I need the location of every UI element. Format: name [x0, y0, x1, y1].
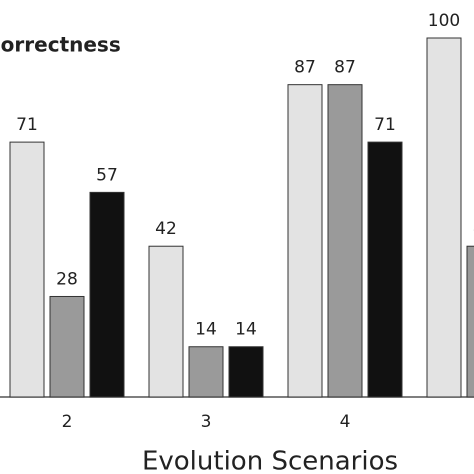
bar: [327, 84, 363, 398]
x-axis-label: Evolution Scenarios: [142, 447, 398, 474]
bar: [367, 141, 403, 398]
data-label: 14: [195, 320, 217, 340]
data-label: 14: [235, 320, 257, 340]
data-label: 71: [374, 115, 396, 135]
data-label: 42: [155, 219, 177, 239]
bar: [49, 295, 85, 398]
data-label: 71: [16, 115, 38, 135]
x-tick-label: 3: [201, 412, 212, 432]
bar: [228, 346, 264, 398]
bar: [9, 141, 45, 398]
bar: [287, 84, 323, 398]
data-label: 87: [334, 58, 356, 78]
data-label: 100: [428, 11, 460, 31]
bar: [466, 245, 474, 398]
data-label: 57: [96, 165, 118, 185]
bar: [89, 191, 125, 398]
bar: [426, 37, 462, 398]
data-label: 87: [294, 58, 316, 78]
chart-title: Correctness: [0, 33, 121, 57]
x-tick-label: 4: [340, 412, 351, 432]
bar: [188, 346, 224, 398]
bar: [148, 245, 184, 398]
x-tick-label: 2: [62, 412, 73, 432]
data-label: 28: [56, 269, 78, 289]
